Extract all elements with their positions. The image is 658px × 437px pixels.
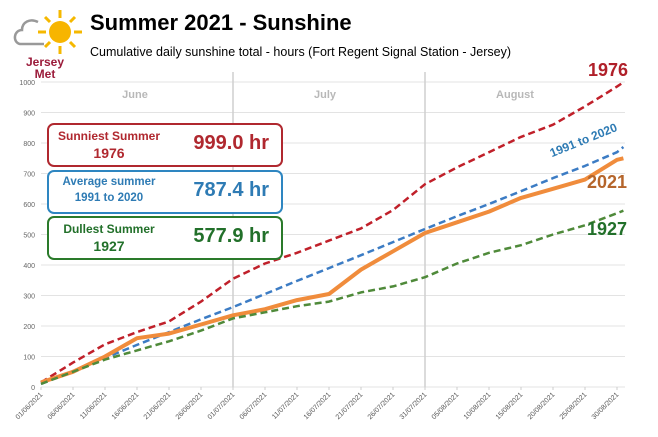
x-tick-label: 06/07/2021	[239, 391, 269, 421]
average-value: 787.4 hr	[193, 179, 269, 201]
x-tick-label: 05/08/2021	[431, 391, 461, 421]
sunniest-summer-box: Sunniest Summer 1976 999.0 hr	[47, 123, 283, 167]
logo-text-jersey: Jersey	[25, 55, 65, 69]
dullest-value: 577.9 hr	[193, 225, 269, 247]
page-title: Summer 2021 - Sunshine	[90, 10, 352, 35]
month-label-august: August	[496, 89, 534, 101]
x-tick-label: 16/07/2021	[303, 391, 333, 421]
series-label-2021: 2021	[587, 172, 628, 192]
series-line-1976	[40, 81, 625, 384]
x-tick-label: 26/06/2021	[175, 391, 205, 421]
y-tick-label: 100	[23, 355, 35, 362]
jersey-met-logo: Jersey Met	[8, 8, 86, 81]
y-tick-label: 200	[23, 324, 35, 331]
x-tick-label: 30/08/2021	[591, 391, 621, 421]
x-tick-label: 01/07/2021	[207, 391, 237, 421]
y-tick-label: 800	[23, 141, 35, 148]
x-tick-label: 26/07/2021	[367, 391, 397, 421]
x-tick-label: 16/06/2021	[111, 391, 141, 421]
sunniest-value: 999.0 hr	[193, 132, 269, 154]
y-tick-label: 700	[23, 172, 35, 179]
y-tick-label: 400	[23, 263, 35, 270]
logo-text-met: Met	[34, 67, 56, 81]
dullest-year: 1927	[93, 238, 125, 254]
x-tick-label: 11/07/2021	[271, 391, 300, 420]
y-tick-label: 300	[23, 294, 35, 301]
y-tick-label: 900	[23, 111, 35, 118]
y-tick-label: 1000	[19, 80, 35, 87]
subtitle: Cumulative daily sunshine total - hours …	[90, 45, 512, 59]
y-tick-label: 600	[23, 202, 35, 209]
y-tick-label: 500	[23, 233, 35, 240]
x-tick-label: 25/08/2021	[559, 391, 589, 421]
series-label-1976: 1976	[588, 60, 629, 80]
series-line-1927	[40, 209, 624, 386]
x-tick-label: 10/08/2021	[463, 391, 493, 421]
y-tick-label: 0	[31, 385, 35, 392]
average-label: Average summer	[62, 176, 156, 188]
dullest-label: Dullest Summer	[63, 222, 155, 236]
sunniest-label: Sunniest Summer	[57, 129, 161, 143]
x-tick-label: 21/06/2021	[143, 391, 173, 421]
x-tick-label: 01/06/2021	[15, 391, 45, 421]
sunniest-year: 1976	[93, 145, 125, 161]
month-label-july: July	[314, 89, 337, 101]
x-tick-label: 20/08/2021	[527, 391, 557, 421]
average-years: 1991 to 2020	[74, 192, 144, 204]
x-tick-label: 15/08/2021	[495, 391, 525, 421]
x-tick-label: 11/06/2021	[79, 391, 108, 420]
cloud-sun-icon	[13, 10, 82, 54]
dullest-summer-box: Dullest Summer 1927 577.9 hr	[47, 216, 283, 260]
x-tick-label: 21/07/2021	[335, 391, 365, 421]
series-line-2021	[40, 156, 624, 385]
series-label-1927: 1927	[587, 219, 628, 239]
x-tick-label: 06/06/2021	[47, 391, 77, 421]
month-label-june: June	[122, 89, 148, 101]
x-tick-label: 31/07/2021	[399, 391, 429, 421]
average-summer-box: Average summer 1991 to 2020 787.4 hr	[47, 170, 283, 214]
